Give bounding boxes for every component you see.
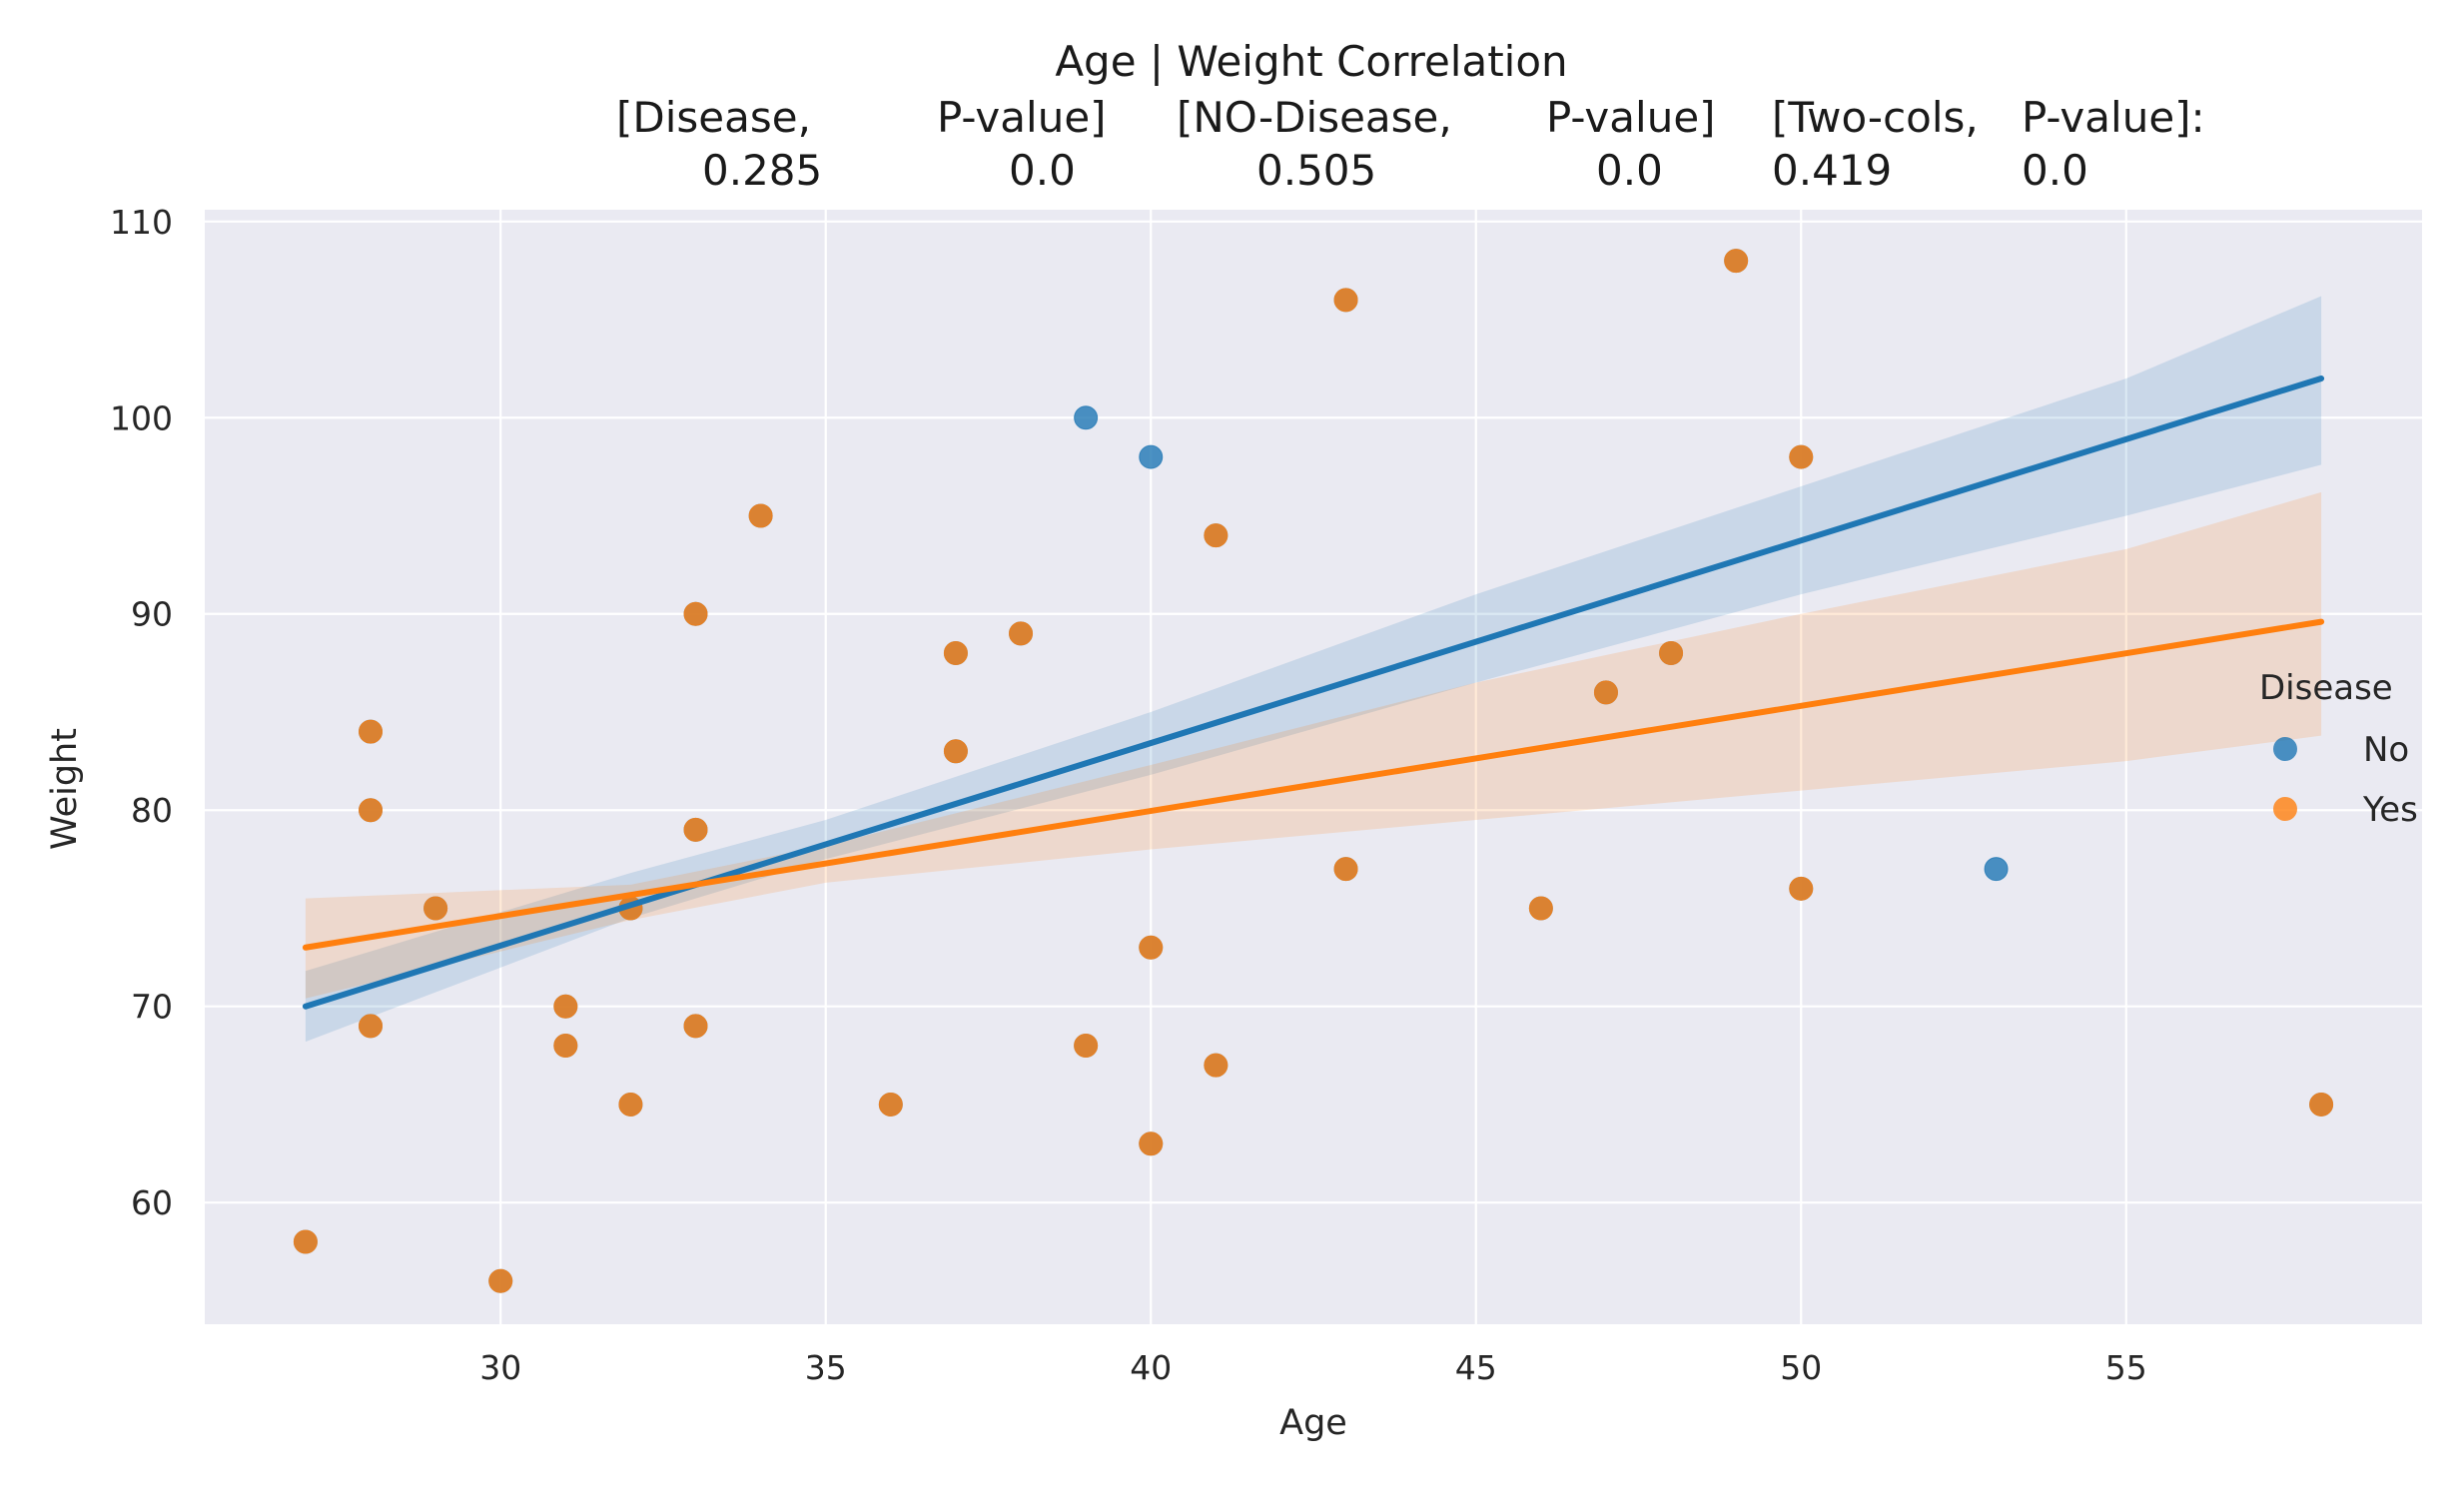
title-value-cell: 0.0 <box>1596 146 1663 195</box>
title-header-cell: [Two-cols, <box>1772 93 1979 142</box>
y-axis-label: Weight <box>45 728 85 850</box>
title-header-cell: P-value] <box>1546 93 1716 142</box>
chart-title-cells: [Disease, P-value] [NO-Disease, P-value] [Tw… <box>616 93 2205 195</box>
regression-line-yes <box>302 618 2325 951</box>
legend: Disease No Yes <box>2259 668 2418 830</box>
confidence-bands <box>305 296 2322 1043</box>
legend-title: Disease <box>2259 668 2393 708</box>
legend-marker-no <box>2273 737 2297 761</box>
data-point-yes <box>943 739 968 764</box>
data-point-yes <box>683 817 708 842</box>
data-point-yes <box>878 1092 903 1117</box>
title-header-cell: [NO-Disease, <box>1177 93 1452 142</box>
title-header-cell: [Disease, <box>616 93 811 142</box>
y-tick-label: 100 <box>110 398 173 437</box>
x-tick-label: 35 <box>805 1348 847 1387</box>
data-point-yes <box>1009 621 1034 646</box>
data-point-yes <box>488 1268 513 1293</box>
data-point-yes <box>1139 1131 1164 1156</box>
data-point-yes <box>1139 935 1164 960</box>
data-point-yes <box>1593 680 1618 705</box>
data-point-yes <box>1204 1053 1229 1078</box>
data-point-yes <box>943 641 968 666</box>
x-tick-label: 50 <box>1780 1348 1822 1387</box>
data-point-yes <box>1333 857 1358 882</box>
data-point-yes <box>2309 1092 2334 1117</box>
data-point-yes <box>553 994 578 1019</box>
title-header-cell: P-value]: <box>2022 93 2205 142</box>
x-tick-labels: 30 35 40 45 50 55 <box>479 1348 2147 1387</box>
y-tick-label: 110 <box>110 203 173 242</box>
data-point-yes <box>359 798 384 823</box>
title-value-cell: 0.0 <box>2022 146 2088 195</box>
data-point-no <box>1984 857 2009 882</box>
title-value-cell: 0.419 <box>1772 146 1892 195</box>
legend-marker-yes <box>2273 797 2297 821</box>
y-tick-label: 60 <box>131 1183 173 1222</box>
chart-title-line-1: Age | Weight Correlation <box>1055 37 1567 86</box>
title-value-cell: 0.0 <box>1009 146 1076 195</box>
x-axis-label: Age <box>1279 1403 1347 1443</box>
data-point-yes <box>1528 896 1553 921</box>
data-point-yes <box>359 1014 384 1039</box>
data-point-yes <box>1789 444 1814 469</box>
data-point-yes <box>618 1092 643 1117</box>
title-header-cell: P-value] <box>937 93 1107 142</box>
data-point-yes <box>423 896 448 921</box>
y-tick-label: 90 <box>131 595 173 634</box>
data-point-yes <box>1204 523 1229 548</box>
x-tick-label: 40 <box>1130 1348 1172 1387</box>
scatter-points <box>293 249 2334 1293</box>
data-point-no <box>1074 405 1099 430</box>
plot-area <box>205 210 2422 1324</box>
data-point-yes <box>1074 1034 1099 1058</box>
data-point-no <box>1139 444 1164 469</box>
title-value-cell: 0.505 <box>1256 146 1376 195</box>
data-point-yes <box>748 503 773 528</box>
x-tick-label: 45 <box>1455 1348 1497 1387</box>
data-point-yes <box>293 1229 318 1254</box>
legend-label-yes: Yes <box>2362 790 2418 830</box>
x-tick-label: 30 <box>479 1348 521 1387</box>
data-point-yes <box>553 1034 578 1058</box>
regression-lines <box>302 374 2325 1010</box>
title-value-cell: 0.285 <box>702 146 822 195</box>
data-point-yes <box>1659 641 1684 666</box>
confidence-band-no <box>305 296 2322 1043</box>
data-point-yes <box>1789 876 1814 901</box>
data-point-yes <box>1724 249 1749 274</box>
y-tick-label: 80 <box>131 791 173 830</box>
y-tick-labels: 60 70 80 90 100 110 <box>110 203 173 1222</box>
data-point-yes <box>1333 288 1358 313</box>
confidence-band-yes <box>305 491 2322 999</box>
y-tick-label: 70 <box>131 988 173 1027</box>
data-point-yes <box>683 601 708 626</box>
regression-line-no <box>302 374 2325 1010</box>
data-point-yes <box>359 719 384 744</box>
x-tick-label: 55 <box>2105 1348 2147 1387</box>
legend-label-no: No <box>2363 730 2409 770</box>
data-point-yes <box>683 1014 708 1039</box>
